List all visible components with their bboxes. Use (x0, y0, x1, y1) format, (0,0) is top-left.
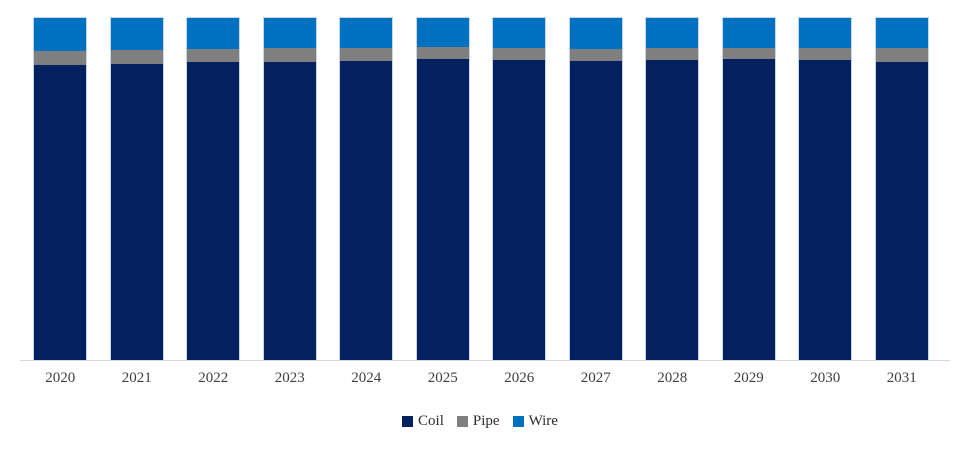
plot-area (22, 17, 940, 360)
segment-pipe (34, 50, 87, 65)
segment-pipe (263, 47, 316, 62)
segment-wire (875, 18, 928, 48)
bar-slot (22, 17, 99, 360)
x-axis-label-2031: 2031 (886, 370, 917, 386)
segment-wire (34, 18, 87, 51)
bar-slot (634, 17, 711, 360)
bar-2025 (415, 17, 470, 360)
legend-item-pipe: Pipe (456, 413, 500, 430)
bar-slot (405, 17, 482, 360)
x-axis-label-2022: 2022 (198, 370, 229, 386)
segment-coil (646, 59, 699, 360)
segment-wire (110, 18, 163, 50)
bar-slot (99, 17, 176, 360)
x-axis-label-2029: 2029 (733, 370, 764, 386)
segment-coil (34, 64, 87, 360)
segment-wire (187, 18, 240, 49)
x-axis-label-2028: 2028 (657, 370, 688, 386)
legend-item-coil: Coil (402, 413, 444, 430)
segment-pipe (799, 47, 852, 60)
segment-pipe (416, 47, 469, 60)
bar-2024 (339, 17, 394, 360)
x-axis-label-2026: 2026 (504, 370, 535, 386)
segment-wire (493, 18, 546, 48)
bar-2026 (492, 17, 547, 360)
segment-pipe (110, 49, 163, 64)
x-axis-labels: 2020 2021 2022 2023 2024 2025 2026 2027 2028 2029… (22, 368, 940, 388)
bar-slot (252, 17, 329, 360)
legend-swatch-coil (402, 416, 414, 427)
x-axis-label-2024: 2024 (351, 370, 382, 386)
legend-swatch-wire (512, 416, 524, 427)
bar-slot (175, 17, 252, 360)
segment-coil (263, 61, 316, 360)
x-axis-label-2030: 2030 (810, 370, 841, 386)
x-axis-label-2025: 2025 (427, 370, 458, 386)
segment-pipe (646, 47, 699, 60)
bar-2027 (568, 17, 623, 360)
x-axis-line (20, 360, 950, 361)
segment-wire (569, 18, 622, 49)
segment-wire (722, 18, 775, 48)
bar-2028 (645, 17, 700, 360)
segment-pipe (340, 47, 393, 61)
x-axis-label-2020: 2020 (45, 370, 76, 386)
segment-coil (416, 59, 469, 360)
legend-swatch-pipe (456, 416, 468, 427)
x-axis-label-2021: 2021 (121, 370, 152, 386)
segment-pipe (569, 48, 622, 61)
legend-label-wire: Wire (528, 413, 558, 429)
segment-wire (263, 18, 316, 48)
segment-coil (799, 59, 852, 360)
legend-item-wire: Wire (512, 413, 558, 430)
bar-2022 (186, 17, 241, 360)
segment-pipe (722, 47, 775, 59)
bar-slot (481, 17, 558, 360)
x-axis-label-2023: 2023 (274, 370, 305, 386)
x-axis-label-2027: 2027 (580, 370, 611, 386)
bar-slot (328, 17, 405, 360)
segment-coil (722, 58, 775, 360)
segment-coil (340, 60, 393, 360)
segment-wire (799, 18, 852, 48)
segment-wire (416, 18, 469, 48)
segment-wire (340, 18, 393, 48)
bar-2029 (721, 17, 776, 360)
bar-slot (864, 17, 941, 360)
segment-pipe (875, 47, 928, 62)
bar-2031 (874, 17, 929, 360)
segment-coil (569, 60, 622, 360)
segment-pipe (187, 48, 240, 62)
segment-coil (875, 61, 928, 360)
bar-slot (558, 17, 635, 360)
bar-2021 (109, 17, 164, 360)
bar-2023 (262, 17, 317, 360)
bar-2030 (798, 17, 853, 360)
segment-coil (187, 61, 240, 360)
segment-coil (110, 63, 163, 360)
segment-wire (646, 18, 699, 48)
legend-label-coil: Coil (418, 413, 444, 429)
bar-2020 (33, 17, 88, 360)
bar-slot (711, 17, 788, 360)
legend: Coil Pipe Wire (0, 413, 960, 430)
bar-slot (787, 17, 864, 360)
segment-coil (493, 59, 546, 360)
segment-pipe (493, 47, 546, 60)
legend-label-pipe: Pipe (472, 413, 500, 429)
